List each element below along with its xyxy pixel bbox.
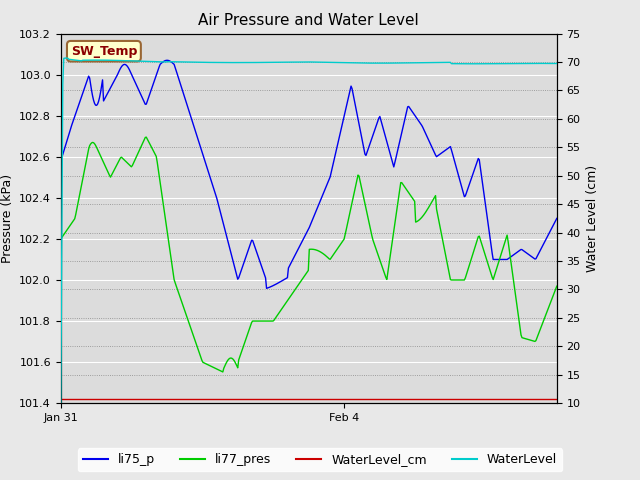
Y-axis label: Pressure (kPa): Pressure (kPa) [1,174,13,263]
Title: Air Pressure and Water Level: Air Pressure and Water Level [198,13,419,28]
Y-axis label: Water Level (cm): Water Level (cm) [586,165,599,272]
Text: SW_Temp: SW_Temp [70,45,137,58]
Legend: li75_p, li77_pres, WaterLevel_cm, WaterLevel: li75_p, li77_pres, WaterLevel_cm, WaterL… [78,448,562,471]
